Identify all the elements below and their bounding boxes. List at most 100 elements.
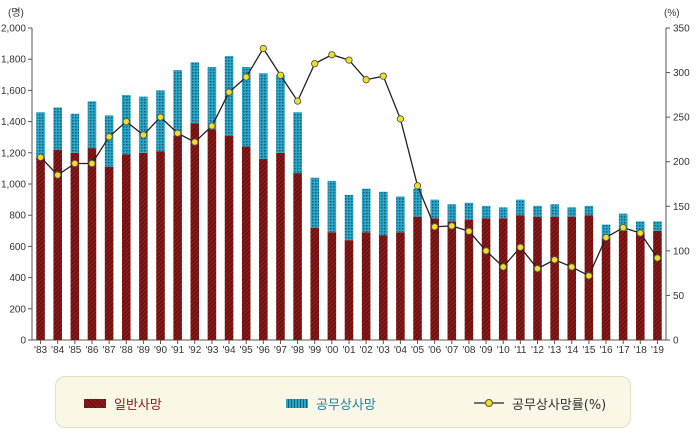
bar-duty — [190, 62, 200, 124]
x-tick-label: '91 — [171, 345, 184, 356]
rate-point — [139, 131, 148, 139]
bar-general — [241, 146, 251, 340]
bar-general — [104, 166, 114, 340]
labels-group: 0 200 400 600 800 1,000 1,200 1,400 1,600 1,800 2,… — [1, 24, 690, 357]
x-tick-label: '90 — [154, 345, 167, 356]
bar-duty — [224, 56, 234, 136]
legend-label-general: 일반사망 — [114, 397, 162, 413]
bar-duty — [533, 205, 542, 217]
rate-point — [379, 72, 387, 80]
bar-duty — [87, 101, 97, 149]
rate-point — [122, 117, 130, 126]
x-tick-label: '14 — [565, 345, 578, 356]
bar-general — [601, 238, 611, 340]
rate-point — [88, 159, 96, 168]
rate-point — [585, 272, 593, 280]
bar-duty — [396, 196, 405, 233]
x-tick-label: '96 — [257, 345, 270, 356]
bar-general — [378, 235, 388, 340]
bar-duty — [327, 180, 337, 233]
bar-general — [327, 232, 337, 340]
bar-general — [361, 232, 371, 340]
left-tick-label: 1,000 — [1, 180, 26, 191]
rate-point — [293, 97, 302, 105]
right-axis-unit: (%) — [664, 8, 680, 19]
bar-general — [498, 218, 508, 340]
rate-point — [311, 60, 319, 68]
legend-swatch-rate — [474, 399, 504, 407]
x-tick-label: '16 — [600, 345, 613, 356]
bar-general — [121, 154, 131, 340]
bar-general — [464, 219, 474, 340]
right-tick-label: 200 — [673, 157, 690, 168]
x-tick-label: '05 — [411, 345, 424, 356]
left-tick-label: 1,800 — [1, 55, 26, 66]
bar-duty — [344, 194, 354, 241]
rate-point — [482, 247, 490, 255]
rate-point — [448, 222, 456, 230]
bar-duty — [584, 205, 594, 216]
bar-general — [430, 218, 439, 340]
bar-general — [87, 148, 97, 340]
left-tick-label: 0 — [20, 336, 26, 347]
rate-point — [602, 233, 610, 242]
left-tick-label: 1,400 — [1, 117, 26, 128]
bar-general — [447, 221, 457, 340]
bar-duty — [636, 221, 645, 233]
left-tick-label: 400 — [9, 273, 26, 284]
rate-point — [550, 256, 559, 264]
legend-label-duty: 공무상사망 — [316, 397, 376, 413]
left-tick-label: 1,200 — [1, 148, 26, 159]
rate-point — [259, 44, 267, 53]
rate-point — [413, 182, 422, 190]
rate-point — [465, 227, 473, 235]
legend-swatch-duty — [286, 398, 308, 408]
bars-group — [36, 56, 662, 340]
x-tick-label: '10 — [497, 345, 510, 356]
x-tick-label: '12 — [531, 345, 544, 356]
x-tick-label: '00 — [325, 345, 338, 356]
x-tick-label: '86 — [85, 345, 98, 356]
bar-general — [344, 240, 354, 340]
legend-swatch-general — [84, 398, 106, 408]
left-tick-label: 1,600 — [1, 86, 26, 97]
legend-item-general: 일반사망 — [84, 394, 162, 413]
bar-duty — [173, 70, 182, 136]
rate-point — [396, 115, 405, 123]
x-tick-label: '11 — [514, 345, 527, 356]
bar-general — [139, 152, 148, 340]
x-tick-label: '93 — [205, 345, 218, 356]
bar-general — [481, 218, 491, 340]
bar-duty — [378, 191, 388, 236]
bar-general — [207, 129, 217, 340]
rate-point — [276, 71, 285, 79]
x-tick-label: '97 — [274, 345, 287, 356]
x-tick-label: '95 — [240, 345, 253, 356]
legend-item-duty: 공무상사망 — [286, 394, 376, 413]
bar-general — [567, 216, 577, 340]
rate-point — [636, 229, 644, 237]
rate-point — [516, 243, 525, 251]
bar-duty — [601, 224, 611, 239]
right-tick-label: 350 — [673, 24, 690, 35]
bar-duty — [464, 202, 474, 220]
rate-point — [499, 263, 507, 271]
bar-duty — [430, 199, 439, 219]
rate-point — [156, 113, 165, 121]
x-tick-label: '08 — [462, 345, 475, 356]
x-tick-label: '87 — [103, 345, 116, 356]
x-tick-label: '83 — [34, 345, 47, 356]
bar-general — [550, 216, 559, 340]
bar-general — [618, 230, 628, 340]
legend: 일반사망 공무상사망 공무상사망률(%) — [55, 376, 631, 428]
x-tick-label: '92 — [188, 345, 201, 356]
rate-point — [105, 133, 113, 141]
x-tick-label: '88 — [120, 345, 133, 356]
x-tick-label: '18 — [634, 345, 647, 356]
x-tick-label: '99 — [308, 345, 321, 356]
bar-general — [224, 135, 234, 340]
bar-duty — [276, 74, 285, 153]
x-tick-label: '02 — [360, 345, 373, 356]
left-tick-label: 800 — [9, 211, 26, 222]
x-tick-label: '01 — [342, 345, 355, 356]
